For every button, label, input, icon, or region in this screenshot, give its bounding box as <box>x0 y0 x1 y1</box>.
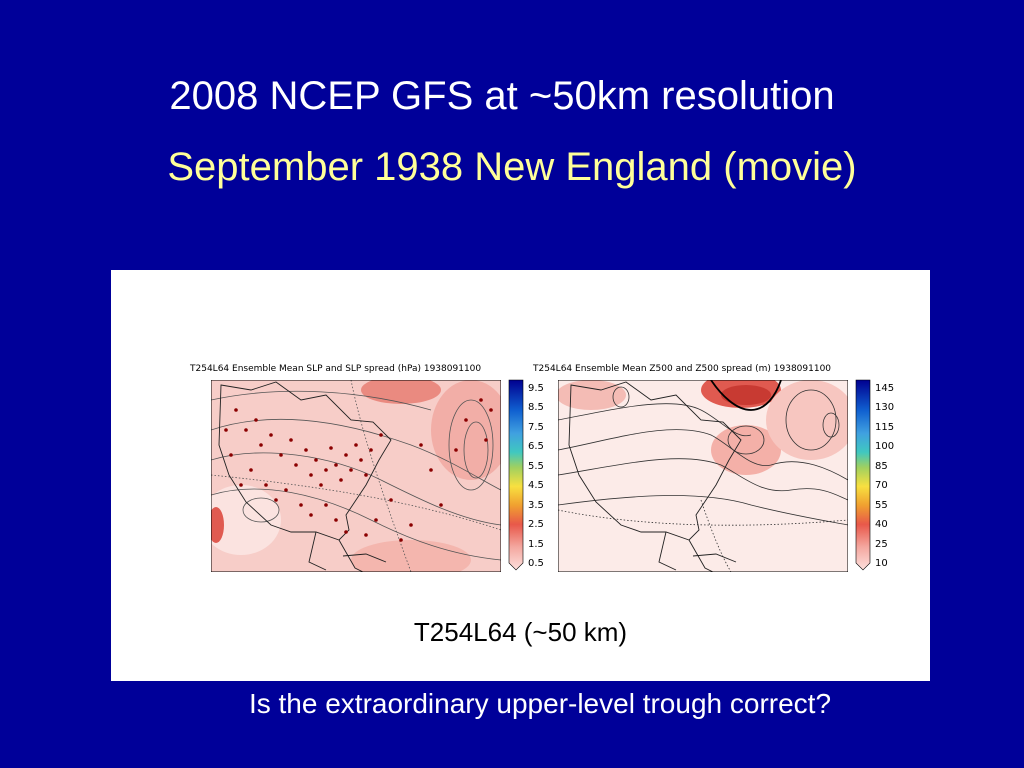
slp-spread-colorbar: 9.5 8.5 7.5 6.5 5.5 4.5 3.5 2.5 1.5 0.5 <box>508 379 544 571</box>
colorbar-tick: 25 <box>875 539 888 550</box>
colorbar-tick: 6.5 <box>528 441 544 452</box>
right-panel-title: T254L64 Ensemble Mean Z500 and Z500 spre… <box>532 364 831 374</box>
map-figure: T254L64 Ensemble Mean SLP and SLP spread… <box>189 364 894 572</box>
colorbar-tick: 2.5 <box>528 519 544 530</box>
slide-title: 2008 NCEP GFS at ~50km resolution <box>169 74 835 118</box>
colorbar-tick: 9.5 <box>528 383 544 394</box>
colorbar-tick: 40 <box>875 519 888 530</box>
colorbar-tick: 7.5 <box>528 422 544 433</box>
z500-spread-colorbar: 145 130 115 100 85 70 55 40 25 10 <box>855 379 894 571</box>
station-dots <box>224 398 493 542</box>
colorbar-tick: 85 <box>875 461 888 472</box>
colorbar-tick: 8.5 <box>528 402 544 413</box>
left-panel-title: T254L64 Ensemble Mean SLP and SLP spread… <box>189 364 481 374</box>
colorbar-tick: 0.5 <box>528 558 544 569</box>
figure-panel: T254L64 Ensemble Mean SLP and SLP spread… <box>111 270 930 681</box>
colorbar-tick: 3.5 <box>528 500 544 511</box>
slide-subtitle: September 1938 New England (movie) <box>167 145 857 189</box>
colorbar-tick: 70 <box>875 480 888 491</box>
z500-map <box>558 380 848 572</box>
colorbar-tick: 4.5 <box>528 480 544 491</box>
colorbar-tick: 130 <box>875 402 894 413</box>
slide-question: Is the extraordinary upper-level trough … <box>248 688 832 719</box>
colorbar-tick: 5.5 <box>528 461 544 472</box>
colorbar-tick: 145 <box>875 383 894 394</box>
slp-map <box>211 380 501 572</box>
colorbar-tick: 10 <box>875 558 888 569</box>
colorbar-tick: 100 <box>875 441 894 452</box>
colorbar-tick: 1.5 <box>528 539 544 550</box>
colorbar-tick: 115 <box>875 422 894 433</box>
colorbar-tick: 55 <box>875 500 888 511</box>
figure-caption: T254L64 (~50 km) <box>413 617 628 647</box>
